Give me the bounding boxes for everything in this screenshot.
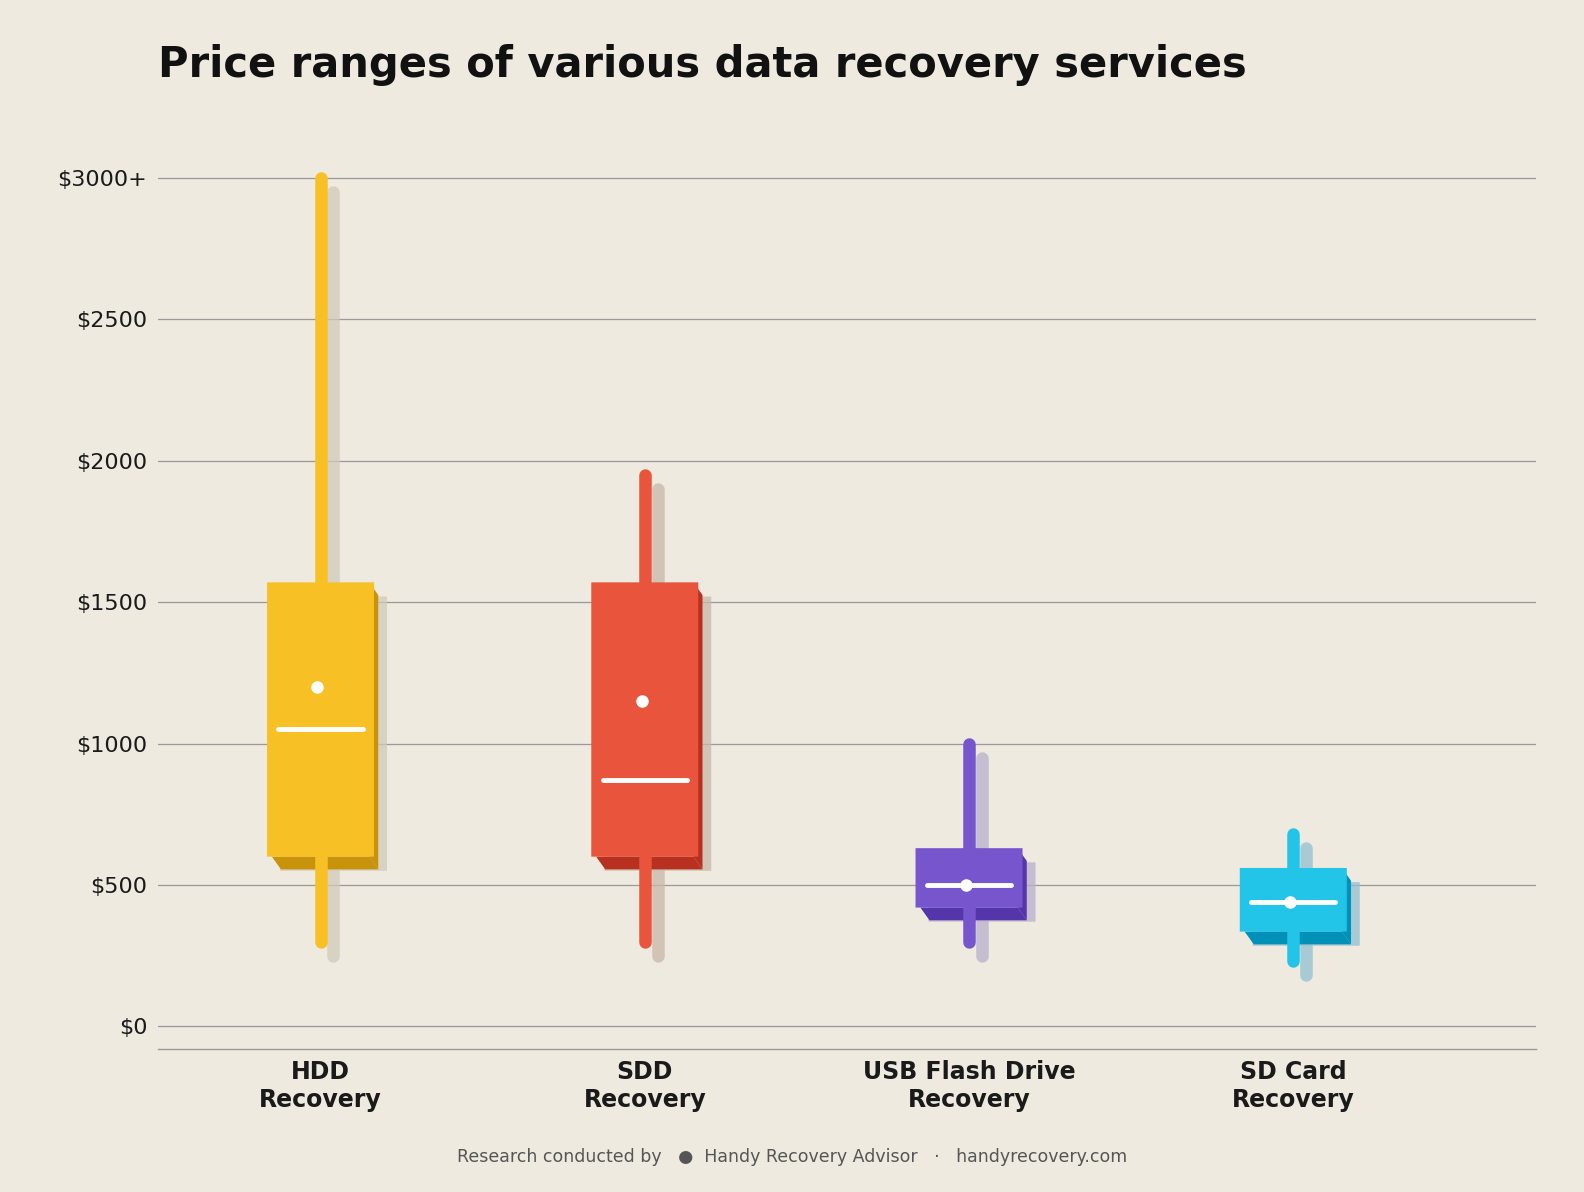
Polygon shape	[369, 583, 379, 869]
Polygon shape	[596, 857, 702, 869]
Text: Price ranges of various data recovery services: Price ranges of various data recovery se…	[158, 44, 1247, 86]
Polygon shape	[272, 857, 379, 869]
FancyBboxPatch shape	[1240, 868, 1346, 932]
FancyBboxPatch shape	[604, 596, 711, 871]
FancyBboxPatch shape	[591, 583, 699, 857]
Polygon shape	[1245, 932, 1351, 944]
Polygon shape	[1017, 849, 1026, 920]
Polygon shape	[694, 583, 702, 869]
FancyBboxPatch shape	[268, 583, 374, 857]
Polygon shape	[1342, 868, 1351, 944]
FancyBboxPatch shape	[280, 596, 386, 871]
FancyBboxPatch shape	[916, 849, 1023, 907]
FancyBboxPatch shape	[1253, 882, 1359, 945]
Text: Research conducted by   ●  Handy Recovery Advisor   ·   handyrecovery.com: Research conducted by ● Handy Recovery A…	[456, 1148, 1128, 1166]
Polygon shape	[920, 907, 1026, 920]
FancyBboxPatch shape	[928, 862, 1036, 921]
